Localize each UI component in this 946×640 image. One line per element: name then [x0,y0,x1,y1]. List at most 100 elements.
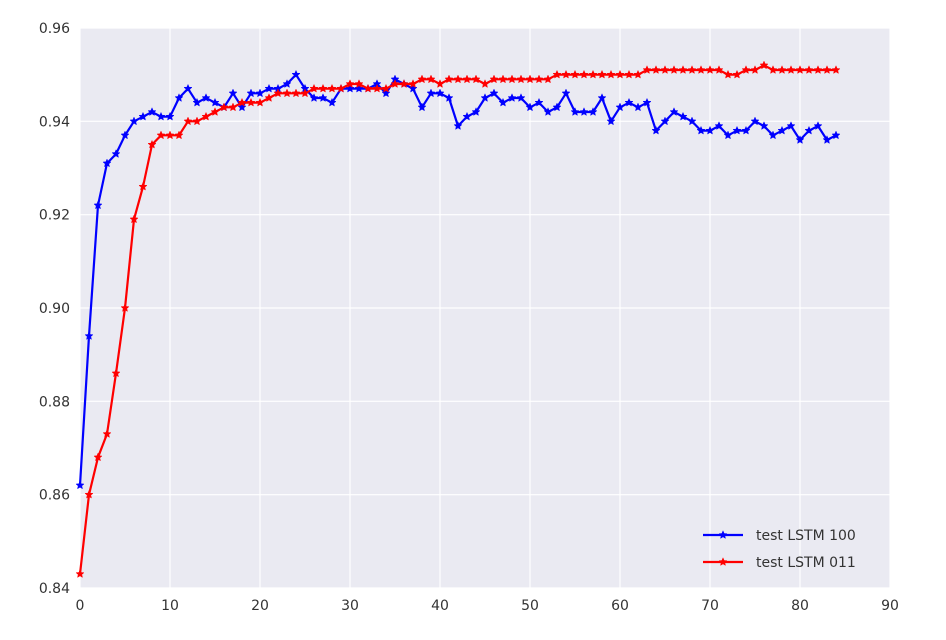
data-point [354,79,364,88]
data-point [831,130,841,140]
data-point [678,65,688,74]
data-point [228,102,238,112]
legend-label: test LSTM 011 [756,555,856,571]
series-2 [75,60,841,578]
data-point [345,83,355,93]
data-point [84,489,94,499]
data-point [84,331,94,340]
data-point [273,88,283,98]
data-point [498,74,508,84]
data-point [210,107,220,116]
data-point [381,88,391,98]
data-point [597,69,607,79]
data-point [237,97,247,107]
data-point [435,88,445,98]
tick-labels: 0 10 20 30 40 50 60 70 80 90 0.84 0.86 0.88 0.90 0.92 0… [39,21,899,614]
data-point [246,88,256,98]
grid-lines [79,27,891,589]
data-point [669,65,679,74]
data-point [606,69,616,79]
data-point [147,107,157,116]
data-point [462,74,472,84]
data-point [579,69,589,79]
data-point [111,368,121,378]
legend-entry: test LSTM 100 [703,528,856,544]
data-point [732,69,742,79]
data-point [318,83,328,93]
data-point [615,69,625,79]
series-layer [75,60,841,578]
data-point [516,93,526,102]
data-point [615,102,625,112]
x-tick-label: 60 [611,598,629,614]
data-point [156,111,166,121]
x-tick-label: 70 [701,598,719,614]
data-point [714,65,724,74]
data-point [552,102,562,112]
data-point [291,69,301,79]
data-point [201,111,211,121]
data-point [723,130,733,140]
data-point [606,116,616,126]
y-tick-label: 0.96 [39,21,70,37]
y-tick-label: 0.94 [39,114,70,130]
y-tick-label: 0.92 [39,208,70,224]
data-point [372,83,382,93]
data-point [408,83,418,93]
data-point [714,121,724,130]
data-point [129,214,139,224]
data-point [309,93,319,102]
data-point [795,135,805,144]
legend-marker [718,557,728,566]
data-point [309,83,319,93]
data-point [282,79,292,88]
x-tick-label: 80 [791,598,809,614]
data-point [399,79,409,88]
data-point [444,93,454,102]
data-point [795,65,805,74]
data-point [453,74,463,84]
data-point [480,79,490,88]
data-point [534,97,544,107]
data-point [804,65,814,74]
data-point [354,83,364,93]
data-point [768,65,778,74]
x-tick-label: 0 [76,598,85,614]
data-point [120,130,130,140]
data-point [129,116,139,126]
data-point [300,88,310,98]
data-point [444,74,454,84]
data-point [633,69,643,79]
data-point [831,65,841,74]
y-tick-label: 0.84 [39,581,70,597]
data-point [408,79,418,88]
data-point [120,303,130,312]
data-point [579,107,589,116]
data-point [93,200,103,210]
x-tick-label: 10 [161,598,179,614]
data-point [822,135,832,144]
data-point [246,97,256,107]
data-point [759,60,769,70]
data-point [255,88,265,98]
x-tick-label: 40 [431,598,449,614]
data-point [165,111,175,121]
data-point [255,97,265,107]
legend: test LSTM 100 test LSTM 011 [703,528,856,571]
data-point [480,93,490,102]
y-tick-label: 0.90 [39,301,70,317]
data-point [570,69,580,79]
data-point [363,83,373,93]
data-point [93,452,103,462]
x-tick-label: 90 [881,598,899,614]
data-point [318,93,328,102]
data-point [183,83,193,93]
data-point [642,65,652,74]
data-point [705,125,715,135]
data-point [183,116,193,126]
data-point [696,125,706,135]
data-point [210,97,220,107]
data-point [75,480,85,490]
data-point [426,88,436,98]
